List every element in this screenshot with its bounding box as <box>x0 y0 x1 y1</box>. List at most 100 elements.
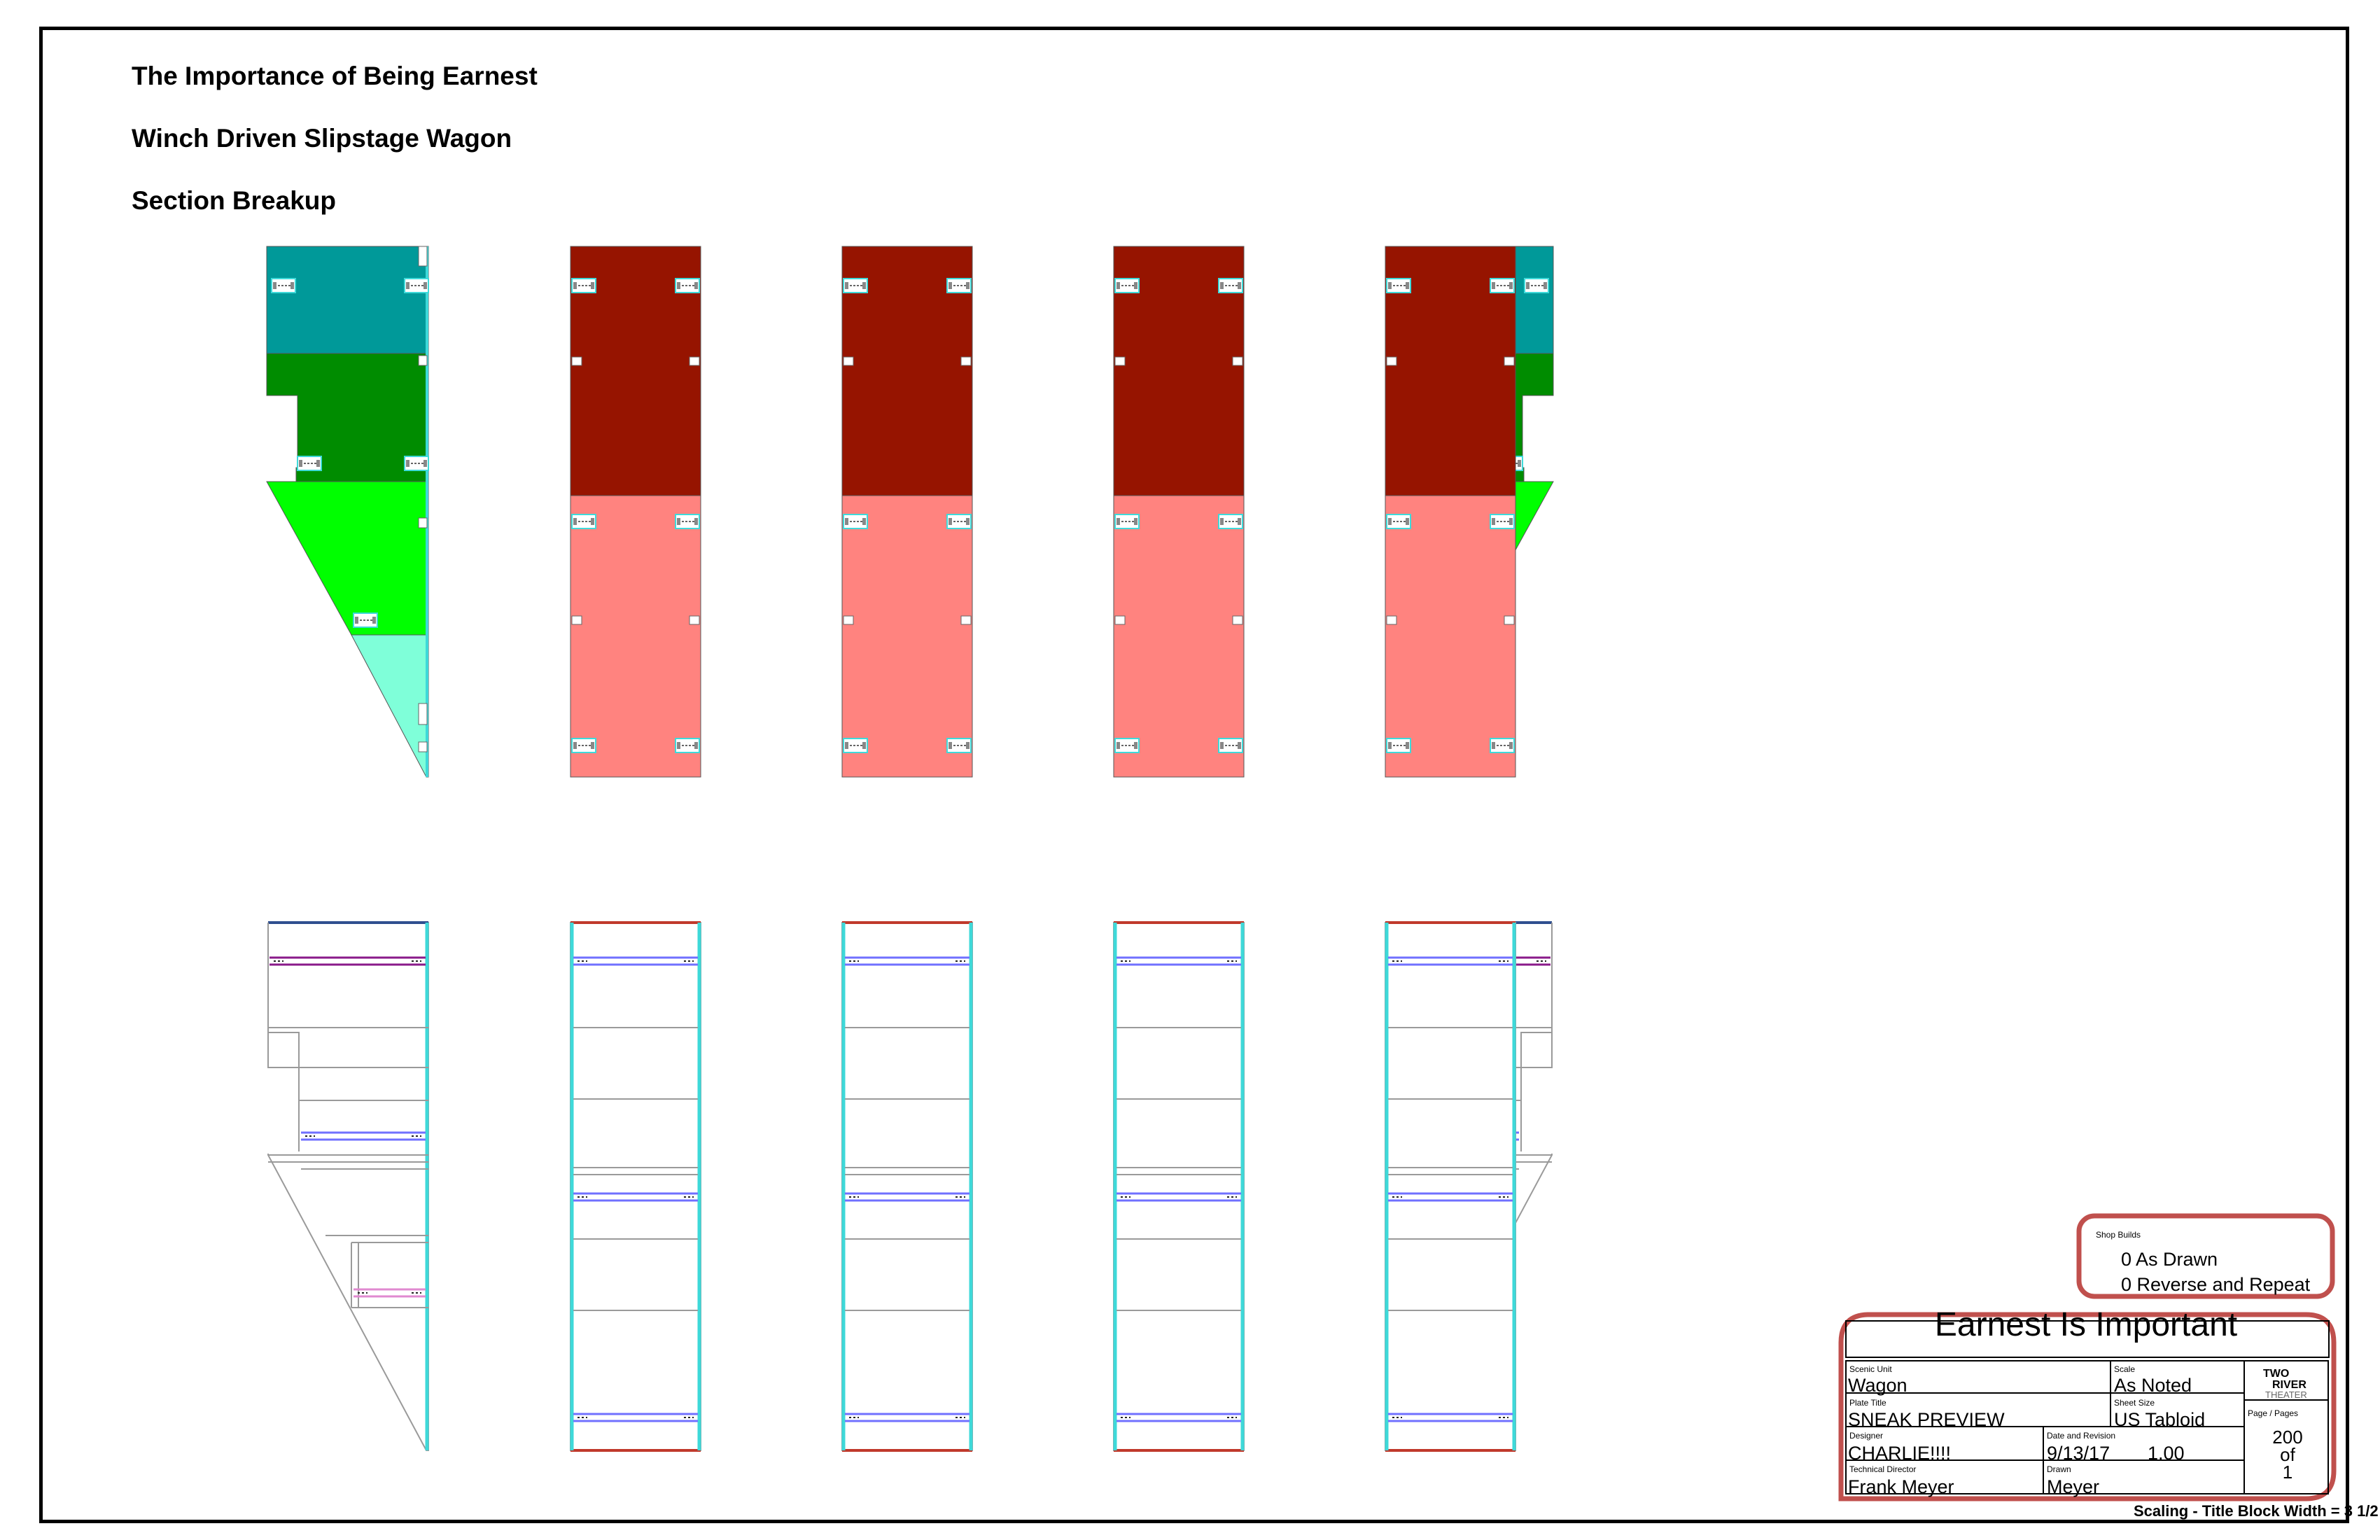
connector-slot <box>1232 356 1243 366</box>
connector-slot <box>418 355 428 366</box>
drawn-value: Meyer <box>2047 1476 2099 1497</box>
date-value: 9/13/17 <box>2047 1443 2110 1464</box>
scale-note: Scaling - Title Block Width = 3 1/2 <box>2134 1502 2379 1520</box>
sheet-size-label: Sheet Size <box>2114 1398 2155 1408</box>
section-salmon <box>1113 495 1245 778</box>
caster-plate <box>1386 738 1411 753</box>
caster-plate <box>404 278 429 293</box>
section-view <box>267 921 1553 1452</box>
caster-plate <box>1524 278 1549 293</box>
caster-plate <box>1114 738 1140 753</box>
plan-wagon-rect-1 <box>570 246 701 778</box>
connector-slot <box>689 615 700 625</box>
connector-slot <box>843 615 854 625</box>
caster-plate <box>1218 738 1243 753</box>
scale-label: Scale <box>2114 1364 2135 1374</box>
caster-plate <box>675 738 700 753</box>
caster-plate <box>571 738 596 753</box>
caster-plate <box>843 278 868 293</box>
date-label: Date and Revision <box>2047 1431 2115 1441</box>
plate-title-label: Plate Title <box>1849 1398 1886 1408</box>
caster-plate <box>843 514 868 529</box>
drawing-border <box>39 27 2349 1523</box>
connector-slot <box>1504 615 1515 625</box>
strap-pair <box>573 1413 698 1422</box>
strap-pair <box>1388 1413 1513 1422</box>
section-outline <box>267 922 429 1451</box>
frame-member <box>1520 1032 1552 1152</box>
shop-builds-label: Shop Builds <box>2096 1230 2141 1240</box>
connector-slot <box>418 703 428 725</box>
connector-slot <box>960 356 972 366</box>
caster-plate <box>1114 514 1140 529</box>
logo-top-text: TWO <box>2263 1368 2289 1380</box>
section-outline <box>1113 922 1245 1451</box>
caster-plate <box>1218 278 1243 293</box>
shop-builds-as-drawn: 0 As Drawn <box>2121 1249 2218 1270</box>
section-wagon-rect-1 <box>570 921 701 1452</box>
scenic-unit-value: Wagon <box>1848 1375 1907 1396</box>
page-number: 200 <box>2272 1427 2302 1448</box>
caster-plate <box>1490 514 1515 529</box>
shop-builds-reverse: 0 Reverse and Repeat <box>2121 1274 2311 1295</box>
logo-mid-text: RIVER <box>2272 1379 2306 1391</box>
strap-pair <box>354 1288 426 1298</box>
designer-value: CHARLIE!!!! <box>1848 1443 1951 1464</box>
connector-slot <box>1386 356 1397 366</box>
section-salmon <box>570 495 701 778</box>
section-wagon-left <box>267 921 429 1451</box>
connector-slot <box>1386 615 1397 625</box>
plan-wagon-rect-4 <box>1385 246 1516 778</box>
caster-plate <box>843 738 868 753</box>
section-aquamarine <box>351 634 429 778</box>
section-salmon <box>1385 495 1516 778</box>
connector-slot <box>418 517 428 528</box>
designer-label: Designer <box>1849 1431 1883 1441</box>
unit-title: Winch Driven Slipstage Wagon <box>132 124 512 153</box>
strap-pair <box>845 1413 969 1422</box>
section-wagon-rect-2 <box>841 921 973 1452</box>
connector-slot <box>960 615 972 625</box>
show-title: The Importance of Being Earnest <box>132 62 538 90</box>
plan-wagon-rect-2 <box>841 246 973 778</box>
page-of: of <box>2280 1444 2295 1465</box>
strap-pair <box>1116 1192 1241 1202</box>
sheet-size-value: US Tabloid <box>2114 1409 2205 1430</box>
connector-slot <box>689 356 700 366</box>
plan-view <box>266 246 1554 778</box>
connector-slot <box>418 246 428 267</box>
page-label: Page / Pages <box>2248 1408 2298 1418</box>
strap-pair <box>1388 956 1513 966</box>
strap-pair <box>301 1131 426 1141</box>
caster-plate <box>271 278 296 293</box>
frame-member <box>267 923 428 1068</box>
sheet-title: Section Breakup <box>132 186 336 215</box>
section-outline <box>841 922 973 1451</box>
two-river-logo: TWO RIVER THEATER <box>2263 1368 2307 1400</box>
connector-slot <box>418 741 428 752</box>
caster-plate <box>946 278 972 293</box>
caster-plate <box>1386 278 1411 293</box>
caster-plate <box>675 514 700 529</box>
section-teal <box>266 246 429 354</box>
section-salmon <box>841 495 973 778</box>
caster-plate <box>571 278 596 293</box>
strap-pair <box>270 956 426 966</box>
td-label: Technical Director <box>1849 1464 1916 1474</box>
caster-plate <box>1490 278 1515 293</box>
strap-pair <box>573 956 698 966</box>
caster-plate <box>353 612 378 628</box>
connector-slot <box>1232 615 1243 625</box>
caster-plate <box>1114 278 1140 293</box>
title-block: Earnest Is Important Scenic Unit Wagon S… <box>1838 1306 2337 1502</box>
strap-pair <box>1116 1413 1241 1422</box>
connector-slot <box>1114 356 1126 366</box>
section-wagon-rect-4 <box>1385 921 1516 1452</box>
plan-wagon-left <box>266 246 429 778</box>
connector-slot <box>571 615 582 625</box>
title-block-show-name: Earnest Is Important <box>1935 1306 2237 1343</box>
connector-slot <box>1114 615 1126 625</box>
logo-bottom-text: THEATER <box>2265 1390 2307 1400</box>
connector-slot <box>571 356 582 366</box>
